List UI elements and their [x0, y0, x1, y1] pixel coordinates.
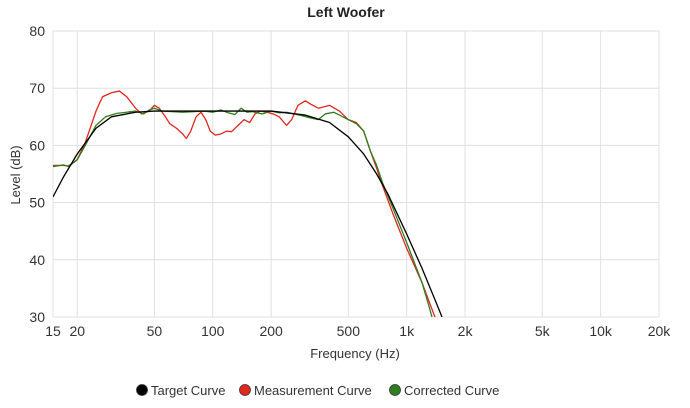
legend-label: Target Curve — [151, 383, 225, 398]
x-tick-label: 5k — [535, 323, 551, 339]
x-tick-label: 15 — [45, 323, 61, 339]
x-tick-label: 500 — [337, 323, 361, 339]
legend-swatch — [239, 384, 251, 396]
x-tick-label: 2k — [458, 323, 474, 339]
grid — [52, 30, 660, 318]
legend-label: Measurement Curve — [254, 383, 372, 398]
x-tick-label: 20 — [69, 323, 85, 339]
legend-label: Corrected Curve — [404, 383, 499, 398]
x-tick-label: 100 — [201, 323, 225, 339]
y-tick-label: 70 — [29, 80, 45, 96]
corrected-curve-line — [53, 107, 433, 317]
y-tick-label: 80 — [29, 23, 45, 39]
x-tick-label: 1k — [399, 323, 415, 339]
target-curve-line — [53, 110, 443, 317]
x-tick-label: 20k — [648, 323, 672, 339]
chart-title: Left Woofer — [307, 4, 385, 20]
x-tick-label: 50 — [147, 323, 163, 339]
series-lines — [53, 90, 443, 317]
legend-swatch — [389, 384, 401, 396]
y-tick-label: 50 — [29, 195, 45, 211]
x-axis-ticks: 15 20 50 100 200 500 1k 2k 5k 10k 20k — [45, 323, 671, 339]
y-tick-label: 60 — [29, 137, 45, 153]
legend-swatch — [136, 384, 148, 396]
y-axis-ticks: 30 40 50 60 70 80 — [29, 23, 45, 325]
x-tick-label: 10k — [589, 323, 613, 339]
y-axis-label: Level (dB) — [8, 145, 23, 204]
measurement-curve-line — [53, 90, 436, 317]
x-tick-label: 200 — [259, 323, 283, 339]
y-tick-label: 30 — [29, 309, 45, 325]
legend: Target Curve Measurement Curve Corrected C… — [136, 383, 499, 398]
y-tick-label: 40 — [29, 252, 45, 268]
x-axis-label: Frequency (Hz) — [310, 346, 400, 361]
